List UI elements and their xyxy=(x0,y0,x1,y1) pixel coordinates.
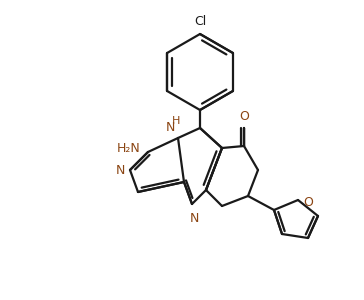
Text: O: O xyxy=(303,196,313,209)
Text: H₂N: H₂N xyxy=(116,142,140,154)
Text: N: N xyxy=(116,164,125,176)
Text: O: O xyxy=(239,110,249,123)
Text: N: N xyxy=(166,121,175,134)
Text: H: H xyxy=(172,116,180,126)
Text: N: N xyxy=(189,212,199,225)
Text: Cl: Cl xyxy=(194,15,206,28)
